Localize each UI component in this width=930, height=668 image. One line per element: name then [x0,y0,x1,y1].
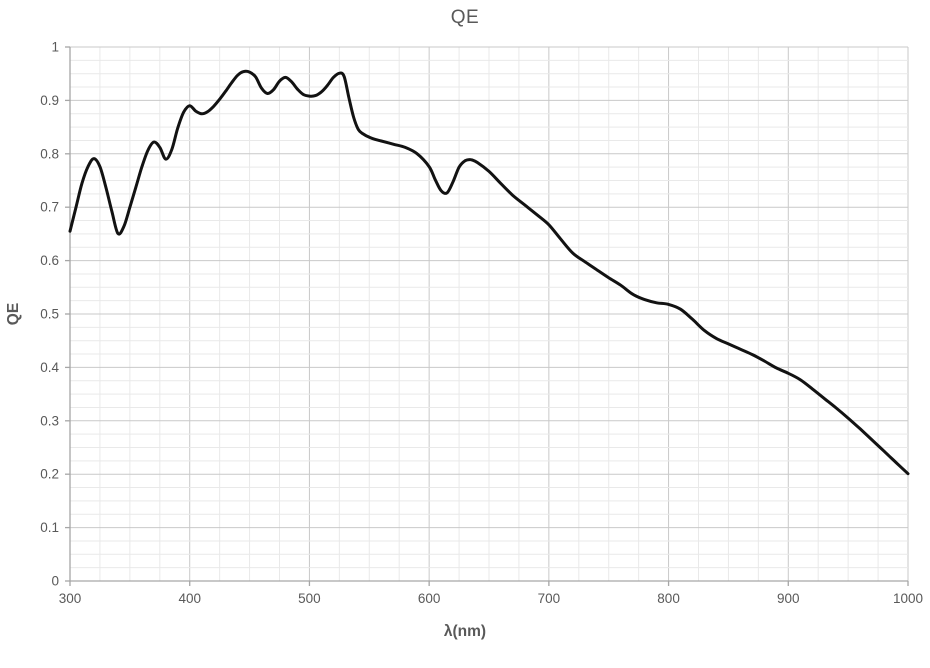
y-tick-label: 0.2 [40,467,59,482]
y-tick-label: 0.7 [40,200,59,215]
y-tick-label: 0.1 [40,520,59,535]
x-tick-label: 500 [298,591,321,606]
y-tick-label: 0.5 [40,307,59,322]
chart-title: QE [450,7,480,28]
y-axis-title: QE [5,302,22,326]
x-tick-label: 1000 [893,591,923,606]
x-tick-label: 600 [418,591,441,606]
y-tick-label: 1 [51,40,59,55]
x-axis-title: λ(nm) [443,623,487,640]
qe-curve [68,69,910,476]
y-tick-label: 0.8 [40,146,59,161]
y-tick-label: 0.4 [40,360,59,375]
x-tick-label: 900 [777,591,800,606]
y-tick-label: 0.3 [40,413,59,428]
y-tick-label: 0 [51,574,59,589]
x-tick-label: 400 [178,591,201,606]
y-tick-label: 0.9 [40,93,59,108]
x-tick-label: 700 [538,591,561,606]
x-tick-label: 800 [657,591,680,606]
y-tick-label: 0.6 [40,253,59,268]
x-tick-label: 300 [59,591,82,606]
